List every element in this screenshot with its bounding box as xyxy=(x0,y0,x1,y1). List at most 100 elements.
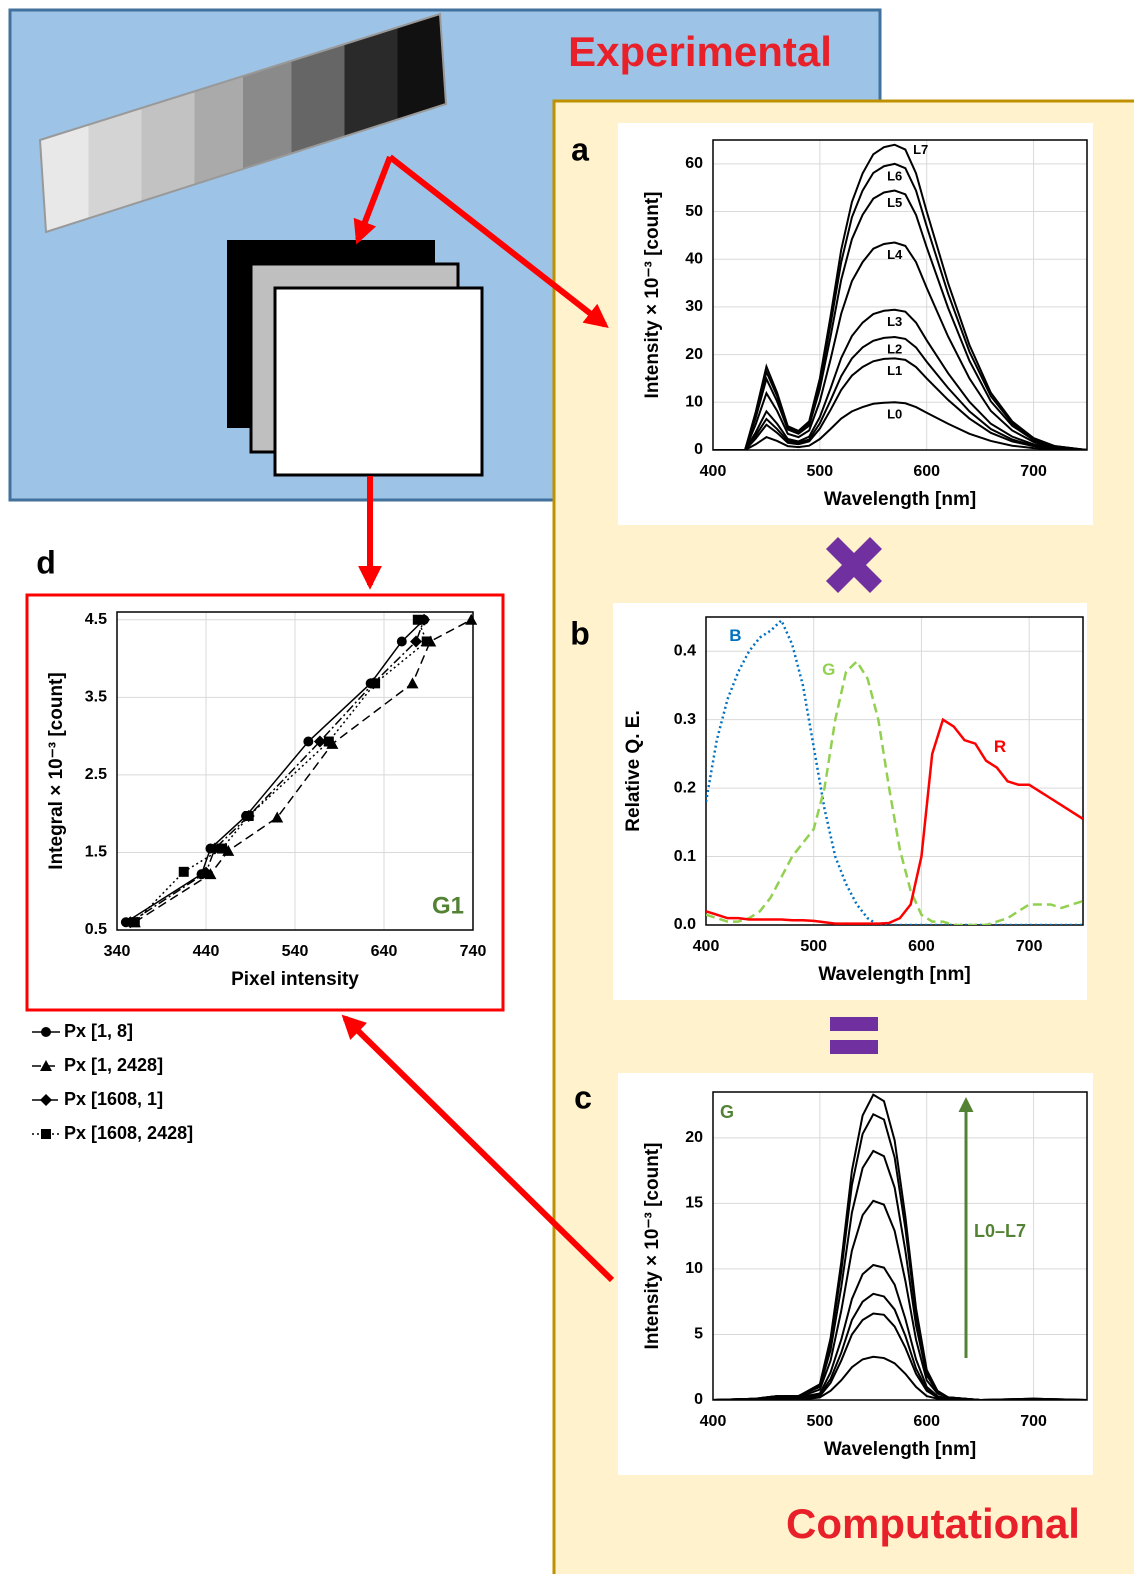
arrows xyxy=(341,154,615,1283)
x-tick-label: 440 xyxy=(193,943,220,960)
y-tick-label: 20 xyxy=(685,1129,703,1146)
point xyxy=(313,735,326,748)
equals-sign xyxy=(830,1040,878,1054)
annotation: L0–L7 xyxy=(974,1221,1026,1241)
series-label: L5 xyxy=(887,195,902,210)
legend-label: Px [1, 8] xyxy=(64,1021,133,1041)
legend-marker xyxy=(41,1129,51,1139)
series-label: R xyxy=(994,737,1006,756)
y-tick-label: 0.2 xyxy=(674,779,696,796)
series-label: G xyxy=(822,660,835,679)
x-tick-label: 400 xyxy=(700,1413,727,1430)
series-line xyxy=(713,189,1087,450)
arrow xyxy=(353,155,393,245)
y-tick-label: 20 xyxy=(685,346,703,363)
x-tick-label: 500 xyxy=(800,938,827,955)
series-label: L6 xyxy=(887,168,902,183)
y-tick-label: 5 xyxy=(694,1326,703,1343)
y-tick-label: 0.1 xyxy=(674,848,696,865)
y-tick-label: 3.5 xyxy=(85,689,107,706)
point xyxy=(465,613,478,625)
x-axis-title: Pixel intensity xyxy=(231,969,359,990)
y-tick-label: 0.0 xyxy=(674,916,696,933)
series-line xyxy=(713,308,1087,450)
x-axis-title: Wavelength [nm] xyxy=(824,1439,976,1460)
annotation: G1 xyxy=(432,892,464,919)
x-tick-label: 700 xyxy=(1016,938,1043,955)
point xyxy=(271,811,284,823)
plot-frame xyxy=(712,1091,1088,1401)
point xyxy=(178,866,189,877)
series-line xyxy=(713,241,1087,450)
x-tick-label: 700 xyxy=(1020,463,1047,480)
equals-sign xyxy=(830,1017,878,1031)
plot-frame xyxy=(712,139,1088,451)
y-tick-label: 50 xyxy=(685,203,703,220)
series-label: L2 xyxy=(887,341,902,356)
annotation: G xyxy=(720,1102,734,1122)
point xyxy=(243,810,254,821)
panel-d-box xyxy=(25,593,505,1012)
y-tick-label: 40 xyxy=(685,250,703,267)
x-axis-title: Wavelength [nm] xyxy=(824,489,976,510)
series-label: L7 xyxy=(913,142,928,157)
y-tick-label: 4.5 xyxy=(85,611,107,628)
y-tick-label: 15 xyxy=(685,1195,703,1212)
series-label: B xyxy=(729,626,741,645)
series-line xyxy=(713,401,1087,450)
x-tick-label: 340 xyxy=(104,943,131,960)
point xyxy=(370,678,381,689)
series-label: L4 xyxy=(887,247,903,262)
plot-area xyxy=(713,1093,1087,1400)
legend-marker xyxy=(40,1094,52,1106)
point xyxy=(129,917,140,928)
y-axis-title: Relative Q. E. xyxy=(623,710,644,831)
series-line xyxy=(129,619,425,923)
point xyxy=(421,636,432,647)
point xyxy=(303,736,314,747)
x-tick-label: 400 xyxy=(700,463,727,480)
point xyxy=(323,736,334,747)
x-tick-label: 700 xyxy=(1020,1413,1047,1430)
y-axis-title: Intensity × 10⁻³ [count] xyxy=(642,192,663,399)
experimental-label: Experimental xyxy=(568,28,832,75)
x-tick-label: 400 xyxy=(693,938,720,955)
plot-frame xyxy=(116,611,474,931)
series-line xyxy=(713,357,1087,450)
x-tick-label: 500 xyxy=(807,463,834,480)
x-axis-title: Wavelength [nm] xyxy=(818,964,970,985)
plot-area xyxy=(706,618,1083,925)
y-tick-label: 10 xyxy=(685,1260,703,1277)
plot-frame xyxy=(705,616,1084,926)
point xyxy=(410,635,423,648)
series-line xyxy=(713,1355,1087,1400)
panel-letter: b xyxy=(570,615,590,651)
series-line xyxy=(134,619,428,923)
x-tick-label: 500 xyxy=(807,1413,834,1430)
y-tick-label: 30 xyxy=(685,298,703,315)
y-axis-title: Integral × 10⁻³ [count] xyxy=(46,672,67,869)
series-line xyxy=(706,717,1083,925)
arrow xyxy=(341,1014,615,1283)
series-label: L1 xyxy=(887,363,902,378)
legend-marker xyxy=(40,1060,52,1071)
legend-marker xyxy=(41,1027,51,1037)
panel-letter: a xyxy=(571,131,589,167)
gray-scale-target xyxy=(38,12,448,234)
panel-bg xyxy=(618,1073,1093,1475)
y-tick-label: 1.5 xyxy=(85,844,107,861)
series-line xyxy=(713,335,1087,450)
y-tick-label: 0.5 xyxy=(85,921,107,938)
x-tick-label: 540 xyxy=(282,943,309,960)
y-tick-label: 0 xyxy=(694,1391,703,1408)
point xyxy=(396,636,407,647)
y-axis-title: Intensity × 10⁻³ [count] xyxy=(642,1143,663,1350)
panel-letter: c xyxy=(574,1079,592,1115)
point xyxy=(406,677,419,689)
series-line xyxy=(713,1093,1087,1400)
multiply-sign xyxy=(825,536,883,594)
panel-bg xyxy=(613,603,1087,1000)
legend-label: Px [1608, 2428] xyxy=(64,1123,193,1143)
y-tick-label: 0.4 xyxy=(674,642,696,659)
